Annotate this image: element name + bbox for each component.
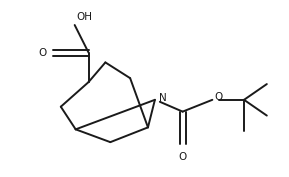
- Text: OH: OH: [77, 12, 93, 22]
- Text: O: O: [179, 152, 187, 162]
- Text: N: N: [159, 93, 167, 103]
- Text: O: O: [214, 92, 223, 102]
- Text: O: O: [39, 48, 47, 58]
